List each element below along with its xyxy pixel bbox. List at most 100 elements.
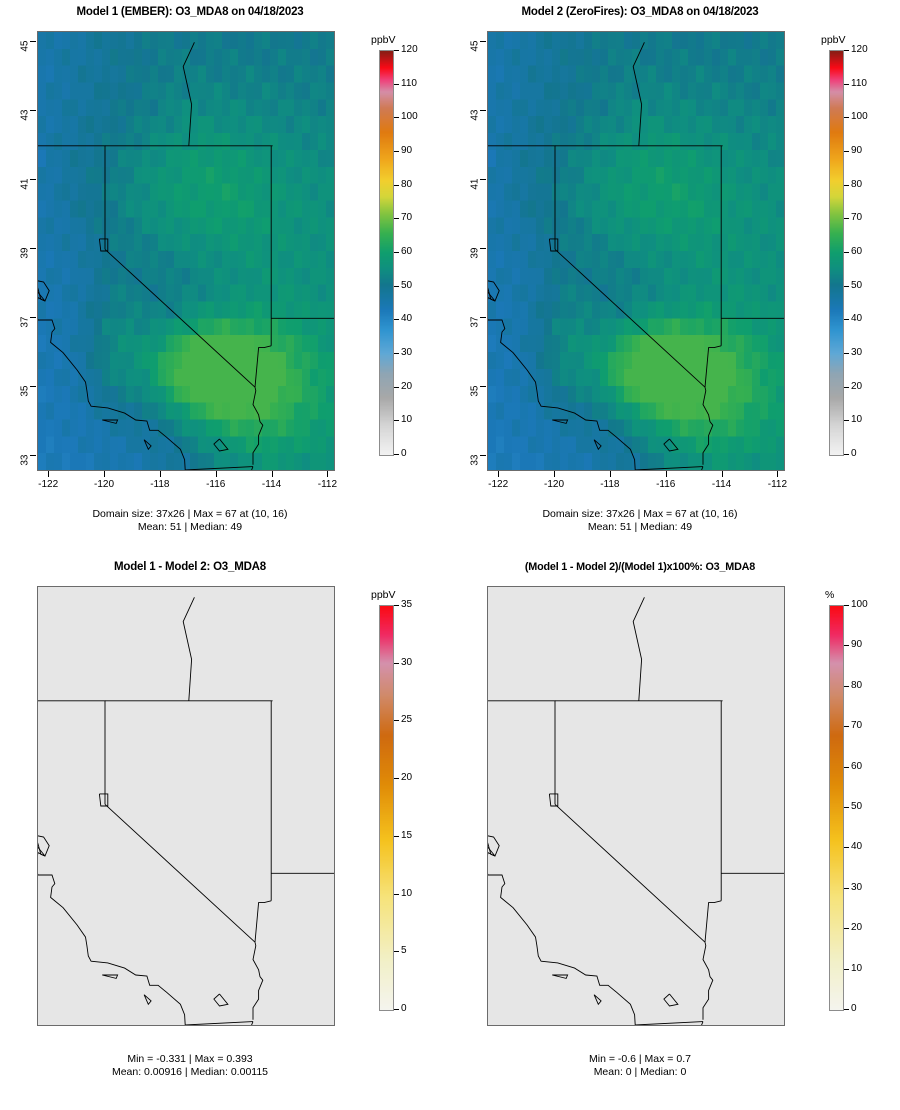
colorbar-tick-label: 20 [401, 772, 413, 784]
boundary-line [185, 467, 253, 470]
y-axis-label: 43 [19, 109, 31, 121]
colorbar-tick [394, 353, 399, 354]
colorbar-tick-label: 0 [401, 448, 407, 459]
colorbar-tick [844, 968, 849, 970]
colorbar-tick [394, 319, 399, 321]
boundary-line [102, 420, 117, 423]
colorbar-tick [844, 685, 849, 687]
colorbar-tick-label: 0 [851, 448, 857, 459]
colorbar-tick [394, 662, 399, 664]
y-axis-label: 45 [19, 40, 31, 52]
boundary-line [664, 439, 678, 451]
colorbar-tick [844, 50, 849, 51]
boundary-line [38, 597, 185, 1025]
colorbar-tick-label: 40 [401, 313, 413, 325]
colorbar-tick [394, 1009, 399, 1010]
colorbar-title: % [825, 589, 835, 601]
boundary-line [38, 280, 49, 301]
x-axis-tick [609, 471, 611, 477]
colorbar-tick [844, 928, 849, 930]
colorbar-tick-label: 100 [851, 111, 868, 123]
colorbar-tick-label: 30 [851, 347, 863, 358]
colorbar-tick [844, 1009, 849, 1010]
boundary-line [705, 901, 721, 942]
colorbar-tick [394, 50, 399, 51]
x-axis-tick [777, 471, 779, 477]
colorbar-tick-label: 20 [401, 380, 413, 392]
x-axis-label: -120 [544, 479, 565, 490]
y-axis-label: 41 [469, 178, 481, 190]
boundary-line [635, 1022, 703, 1025]
y-axis-tick [480, 317, 486, 319]
boundary-line [255, 901, 271, 942]
boundary-line [99, 239, 107, 251]
y-axis-label: 45 [469, 40, 481, 52]
colorbar-tick-label: 50 [851, 279, 863, 291]
x-axis-label: -118 [150, 479, 170, 490]
colorbar-tick-label: 90 [401, 145, 413, 156]
boundary-line [99, 794, 107, 806]
y-axis-tick [30, 386, 36, 388]
panel-footer: Min = -0.331 | Max = 0.393 Mean: 0.00916… [0, 1053, 380, 1079]
map-boundaries [488, 32, 784, 470]
boundary-line [488, 835, 499, 856]
colorbar-tick-label: 80 [401, 178, 413, 190]
colorbar-tick-label: 70 [851, 720, 863, 732]
panel-model1: Model 1 (EMBER): O3_MDA8 on 04/18/2023 -… [0, 0, 450, 555]
x-axis-label: -118 [600, 479, 620, 490]
colorbar-tick [844, 184, 849, 186]
boundary-line [633, 597, 644, 701]
panel-difference: Model 1 - Model 2: O3_MDA8 Min = -0.331 … [0, 555, 450, 1110]
colorbar-tick-label: 80 [851, 679, 863, 691]
y-axis-tick [480, 179, 486, 181]
colorbar-tick-label: 40 [851, 841, 863, 853]
boundary-line [705, 346, 721, 387]
colorbar-tick [844, 151, 849, 152]
colorbar-tick-label: 90 [851, 145, 863, 156]
colorbar-tick-label: 80 [851, 178, 863, 190]
boundary-line [250, 467, 253, 470]
map-plot-difference [37, 586, 335, 1026]
map-boundaries [38, 32, 334, 470]
colorbar-tick-label: 120 [851, 44, 868, 55]
y-axis-label: 35 [19, 385, 31, 397]
colorbar-tick-label: 0 [851, 1003, 857, 1014]
colorbar-tick [394, 454, 399, 455]
colorbar-tick [844, 766, 849, 768]
colorbar-tick-label: 50 [851, 801, 863, 812]
colorbar-tick-label: 10 [851, 414, 863, 426]
colorbar-tick [394, 835, 399, 837]
x-axis-label: -116 [656, 479, 676, 490]
x-axis-label: -112 [317, 479, 338, 490]
colorbar-tick-label: 20 [851, 380, 863, 392]
colorbar-tick [844, 454, 849, 455]
colorbar-tick [844, 605, 849, 606]
y-axis-tick [30, 455, 36, 457]
panel-footer: Domain size: 37x26 | Max = 67 at (10, 16… [0, 508, 380, 534]
colorbar-tick [394, 386, 399, 388]
boundary-line [255, 346, 271, 387]
colorbar-tick [844, 420, 849, 422]
colorbar-tick [844, 117, 849, 119]
boundary-line [38, 701, 105, 805]
colorbar-tick-label: 20 [851, 922, 863, 934]
colorbar-title: ppbV [371, 589, 396, 601]
boundary-line [594, 995, 601, 1005]
boundary-line [488, 280, 499, 301]
footer-line-2: Mean: 51 | Median: 49 [587, 521, 693, 533]
footer-line-1: Domain size: 37x26 | Max = 67 at (10, 16… [92, 508, 288, 520]
colorbar-tick-label: 40 [851, 313, 863, 325]
x-axis-tick [104, 471, 106, 477]
colorbar-tick [394, 778, 399, 780]
colorbar-tick [844, 807, 849, 808]
colorbar-title: ppbV [821, 34, 846, 46]
colorbar-tick [394, 720, 399, 722]
colorbar-tick-label: 120 [401, 44, 418, 55]
boundary-line [185, 1022, 253, 1025]
colorbar-tick-label: 30 [401, 656, 413, 668]
y-axis-label: 39 [19, 247, 31, 259]
colorbar-tick [394, 605, 399, 606]
y-axis-tick [30, 248, 36, 250]
panel-title: Model 1 (EMBER): O3_MDA8 on 04/18/2023 [76, 6, 304, 18]
